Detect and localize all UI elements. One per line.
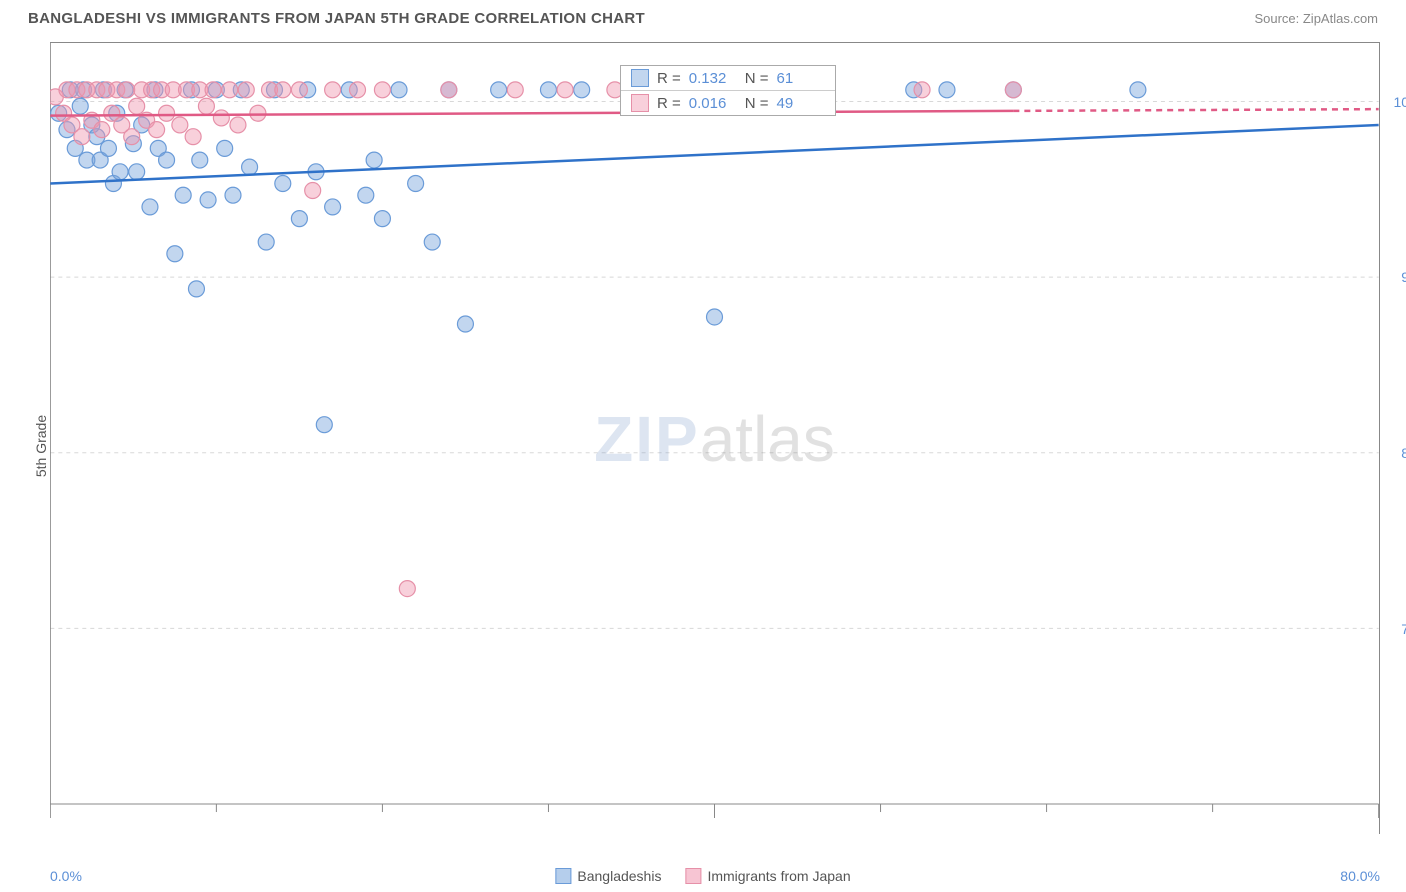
legend-swatch <box>685 868 701 884</box>
chart-header: BANGLADESHI VS IMMIGRANTS FROM JAPAN 5TH… <box>0 0 1406 35</box>
legend-item: Immigrants from Japan <box>685 868 850 884</box>
stat-n-label: N = <box>745 95 769 112</box>
chart-plot-area: ZIPatlas R = 0.132 N = 61 R = 0.016 N = … <box>50 42 1380 834</box>
legend: Bangladeshis Immigrants from Japan <box>555 868 850 884</box>
stat-r-label: R = <box>657 95 681 112</box>
stat-n-value: 49 <box>777 95 825 112</box>
stat-n-value: 61 <box>777 70 825 87</box>
stat-n-label: N = <box>745 70 769 87</box>
stat-r-label: R = <box>657 70 681 87</box>
chart-title: BANGLADESHI VS IMMIGRANTS FROM JAPAN 5TH… <box>28 10 645 27</box>
stats-row: R = 0.132 N = 61 <box>621 66 835 91</box>
stat-r-value: 0.132 <box>689 70 737 87</box>
legend-label: Immigrants from Japan <box>707 868 850 884</box>
legend-label: Bangladeshis <box>577 868 661 884</box>
y-tick-label: 85.0% <box>1401 445 1406 461</box>
scatter-plot-svg <box>50 43 1379 834</box>
legend-item: Bangladeshis <box>555 868 661 884</box>
y-axis-label: 5th Grade <box>33 415 49 477</box>
stat-r-value: 0.016 <box>689 95 737 112</box>
legend-swatch <box>555 868 571 884</box>
series-swatch <box>631 69 649 87</box>
x-tick-max: 80.0% <box>1340 868 1380 884</box>
y-tick-label: 77.5% <box>1401 621 1406 637</box>
stats-row: R = 0.016 N = 49 <box>621 91 835 115</box>
x-tick-min: 0.0% <box>50 868 82 884</box>
correlation-stats-box: R = 0.132 N = 61 R = 0.016 N = 49 <box>620 65 836 116</box>
y-tick-label: 92.5% <box>1401 269 1406 285</box>
y-tick-label: 100.0% <box>1394 94 1406 110</box>
series-swatch <box>631 94 649 112</box>
source-attribution: Source: ZipAtlas.com <box>1254 11 1378 26</box>
